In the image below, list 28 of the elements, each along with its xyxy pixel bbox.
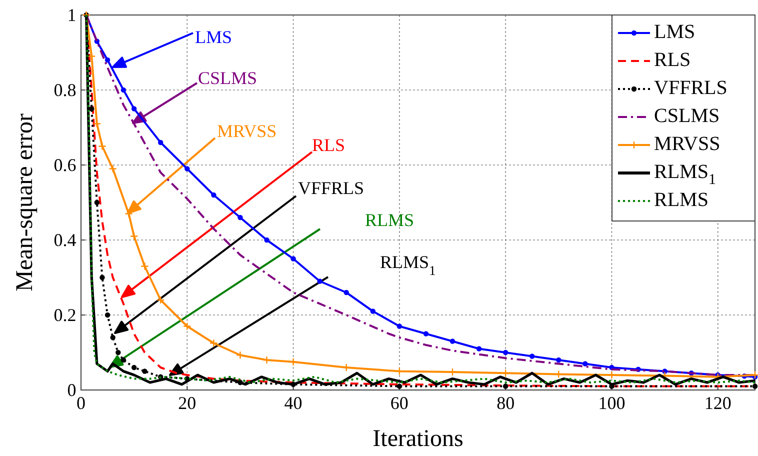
annotation: CSLMS	[198, 68, 258, 88]
x-tick-label: 100	[598, 393, 626, 414]
x-axis-title: Iterations	[372, 426, 464, 452]
legend-label: RLS	[654, 48, 691, 71]
legend-label: MRVSS	[654, 132, 720, 155]
annotation: RLMS$_{1}$	[380, 252, 436, 278]
y-axis-title: Mean-square error	[12, 114, 38, 292]
x-tick-label: 60	[390, 393, 408, 414]
x-tick-label: 20	[178, 393, 196, 414]
y-tick-label: 1	[67, 4, 76, 25]
annotation: VFFRLS	[298, 178, 364, 198]
y-tick-label: 0.2	[54, 304, 76, 325]
annotation: RLMS	[365, 210, 414, 230]
x-tick-label: 80	[496, 393, 515, 414]
legend-label: VFFRLS	[654, 76, 728, 99]
legend-label: RLMS$_{1}$	[654, 160, 716, 188]
x-tick-label: 120	[704, 393, 732, 414]
legend-label: RLMS	[654, 188, 708, 211]
y-tick-label: 0	[67, 380, 76, 400]
y-tick-label: 0.6	[54, 154, 76, 175]
annotation: RLS	[312, 135, 346, 156]
x-tick-label: 40	[284, 393, 302, 414]
annotation: LMS	[195, 27, 232, 48]
legend-label: LMS	[654, 20, 696, 43]
y-tick-label: 0.4	[54, 230, 76, 250]
legend-label: CSLMS	[654, 104, 720, 127]
annotation: MRVSS	[217, 121, 277, 142]
y-tick-label: 0.8	[54, 80, 76, 100]
